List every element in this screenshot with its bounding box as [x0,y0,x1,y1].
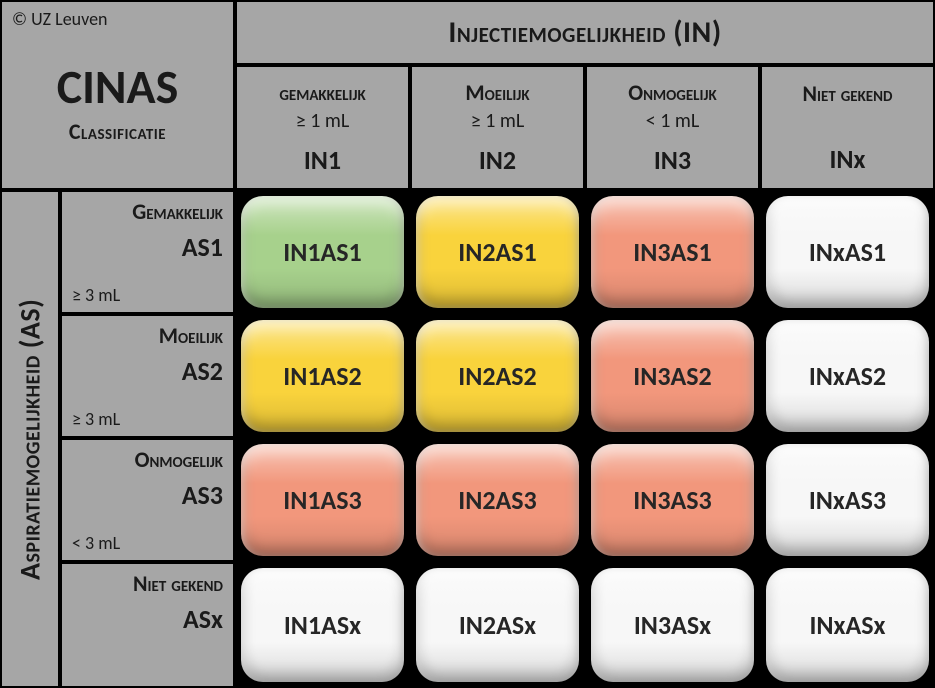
row-detail: < 3 mL [72,532,120,554]
col-code: IN2 [479,144,516,177]
cell-inxas2: INxAS2 [766,320,929,432]
axis-left-label: Aspiratiemogelijkheid (AS) [0,190,60,688]
row-code: AS2 [68,355,223,387]
col-label: Niet gekend [803,80,893,108]
cell-in3as2: IN3AS2 [591,320,754,432]
col-code: IN1 [304,144,341,177]
cell-in2as3: IN2AS3 [416,444,579,556]
copyright-text: © UZ Leuven [12,8,107,30]
col-detail: ≥ 1 mL [471,109,525,134]
col-label: Onmogelijk [628,79,716,107]
axis-top-label: Injectiemogelijkheid (IN) [235,0,935,65]
row-header-as1: Gemakkelijk AS1 ≥ 3 mL [60,190,235,314]
cell-in1as2: IN1AS2 [241,320,404,432]
cell-in2asx: IN2ASx [416,568,579,682]
row-header-as2: Moeilijk AS2 ≥ 3 mL [60,314,235,438]
title-text: CINAS [57,57,179,116]
col-code: INx [829,143,865,176]
row-label: Gemakkelijk [68,198,223,225]
row-detail: ≥ 3 mL [72,284,120,306]
cell-in1as3: IN1AS3 [241,444,404,556]
col-detail: < 1 mL [646,109,700,134]
cell-in1as1: IN1AS1 [241,196,404,308]
cell-inxas1: INxAS1 [766,196,929,308]
row-label: Niet gekend [68,570,223,597]
row-code: ASx [68,603,223,635]
col-label: Moeilijk [465,79,529,107]
cinas-grid: © UZ Leuven CINAS Classificatie Injectie… [0,0,935,688]
title-block: © UZ Leuven CINAS Classificatie [0,0,235,190]
col-header-in2: Moeilijk ≥ 1 mL IN2 [410,65,585,190]
col-code: IN3 [654,144,691,177]
row-header-as3: Onmogelijk AS3 < 3 mL [60,438,235,562]
row-detail: ≥ 3 mL [72,408,120,430]
cell-inxasx: INxASx [766,568,929,682]
cell-inxas3: INxAS3 [766,444,929,556]
cell-in3asx: IN3ASx [591,568,754,682]
cell-in3as3: IN3AS3 [591,444,754,556]
col-detail: ≥ 1 mL [296,109,350,134]
cell-in1asx: IN1ASx [241,568,404,682]
row-header-asx: Niet gekend ASx [60,562,235,688]
row-label: Onmogelijk [68,446,223,473]
cell-in2as2: IN2AS2 [416,320,579,432]
col-label: gemakkelijk [279,79,365,107]
row-code: AS3 [68,479,223,511]
col-header-in1: gemakkelijk ≥ 1 mL IN1 [235,65,410,190]
row-label: Moeilijk [68,322,223,349]
cell-in2as1: IN2AS1 [416,196,579,308]
col-header-inx: Niet gekend INx [760,65,935,190]
subtitle-text: Classificatie [69,118,166,145]
cell-in3as1: IN3AS1 [591,196,754,308]
row-code: AS1 [68,231,223,263]
col-header-in3: Onmogelijk < 1 mL IN3 [585,65,760,190]
